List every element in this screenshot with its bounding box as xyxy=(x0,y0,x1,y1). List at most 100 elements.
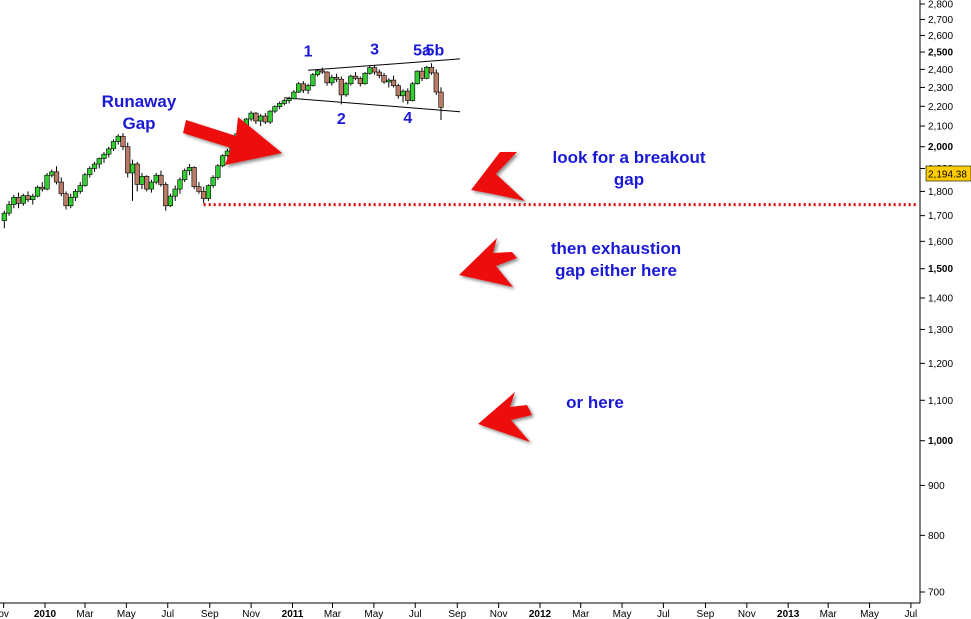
candle-body xyxy=(438,91,444,108)
candle xyxy=(376,69,382,79)
candle xyxy=(381,72,387,84)
candle xyxy=(106,146,112,158)
candle xyxy=(87,166,93,178)
candle-body xyxy=(314,70,321,76)
trendline-upper xyxy=(308,58,461,71)
candle-body xyxy=(106,148,112,155)
arrow-exhaustion xyxy=(459,238,517,287)
candle-body xyxy=(329,77,335,84)
candle xyxy=(272,105,278,114)
candle-body xyxy=(177,179,183,190)
candle xyxy=(386,78,392,88)
wave-label: 2 xyxy=(337,111,346,128)
candle xyxy=(182,168,188,183)
candle-body xyxy=(182,170,188,181)
candle-body xyxy=(248,112,254,120)
candle-body xyxy=(324,71,330,84)
y-tick-label: 700 xyxy=(928,588,945,599)
candle-body xyxy=(405,90,411,101)
candle-body xyxy=(167,195,174,207)
candle xyxy=(110,139,117,151)
wave-label: 5b xyxy=(426,42,445,59)
candle xyxy=(82,172,88,187)
y-tick-label: 1,400 xyxy=(928,294,953,305)
candle-body xyxy=(15,197,22,204)
candle-body xyxy=(367,67,373,74)
annotation-line: Gap xyxy=(122,114,155,133)
candle-body xyxy=(428,66,435,74)
x-tick-label: Nov xyxy=(242,609,260,619)
candle-body xyxy=(163,184,169,207)
y-tick-label: 800 xyxy=(928,531,945,542)
candle xyxy=(267,110,273,125)
candle-body xyxy=(215,165,221,178)
x-tick-label: 2012 xyxy=(529,609,552,619)
candle xyxy=(210,175,216,188)
candle xyxy=(400,89,406,103)
candle xyxy=(191,166,197,190)
candle xyxy=(201,186,207,204)
candle xyxy=(215,164,221,180)
candle-body xyxy=(220,155,226,167)
candle-body xyxy=(343,83,349,96)
candle xyxy=(91,161,98,172)
candle-body xyxy=(357,78,363,85)
candle-body xyxy=(49,171,55,176)
candle xyxy=(405,88,411,105)
candle xyxy=(262,113,268,125)
y-tick-label: 1,500 xyxy=(928,264,953,275)
candle-body xyxy=(101,153,107,159)
arrow-breakout xyxy=(471,152,525,201)
candle-body xyxy=(272,106,278,112)
candle xyxy=(20,193,26,206)
candle xyxy=(153,172,159,185)
candle xyxy=(25,191,31,203)
candle-body xyxy=(148,181,155,190)
candle xyxy=(319,67,325,74)
candle-body xyxy=(6,204,12,214)
x-tick-label: May xyxy=(860,609,879,619)
annotation-runaway-gap: Runaway Gap xyxy=(102,92,177,133)
candle-body xyxy=(400,90,406,97)
candle xyxy=(101,152,107,163)
wave-label: 3 xyxy=(370,42,379,59)
candle xyxy=(30,193,36,205)
y-tick-label: 1,800 xyxy=(928,187,953,198)
x-tick-label: 2011 xyxy=(282,609,304,619)
candle-body xyxy=(125,146,131,174)
annotation-breakout-gap: look for a breakout gap xyxy=(552,148,705,189)
candle xyxy=(148,179,155,193)
candle xyxy=(158,170,164,187)
candle xyxy=(96,157,102,169)
x-tick-label: May xyxy=(613,609,632,619)
candle xyxy=(277,101,283,110)
x-tick-label: Jul xyxy=(905,609,918,619)
arrow-runaway-gap xyxy=(183,117,282,165)
annotation-line: Runaway xyxy=(102,92,177,111)
candle-body xyxy=(281,100,287,104)
candle-body xyxy=(63,193,69,207)
y-tick-label: 2,500 xyxy=(928,48,953,59)
candle-body xyxy=(253,112,259,122)
x-axis: ov 2010 Mar May Jul Sep Nov 2011 Mar May Jul Sep Nov… xyxy=(0,603,917,619)
candle-body xyxy=(34,186,41,197)
candle-body xyxy=(172,188,178,197)
candle-body xyxy=(277,103,283,107)
candle-body xyxy=(286,98,292,101)
candle-body xyxy=(153,174,159,183)
x-tick-label: Jul xyxy=(161,609,174,619)
candle xyxy=(39,182,45,192)
candle xyxy=(220,154,226,168)
candle xyxy=(286,96,292,104)
candle-body xyxy=(39,186,45,190)
candle-body xyxy=(158,174,164,185)
x-tick-label: Sep xyxy=(448,609,466,619)
candle-body xyxy=(201,191,207,199)
candle xyxy=(53,166,60,185)
y-tick-label: 2,100 xyxy=(928,122,953,133)
x-tick-label: Jul xyxy=(657,609,670,619)
candle xyxy=(329,74,335,86)
annotation-line: gap either here xyxy=(555,261,677,280)
candle-body xyxy=(362,72,368,85)
